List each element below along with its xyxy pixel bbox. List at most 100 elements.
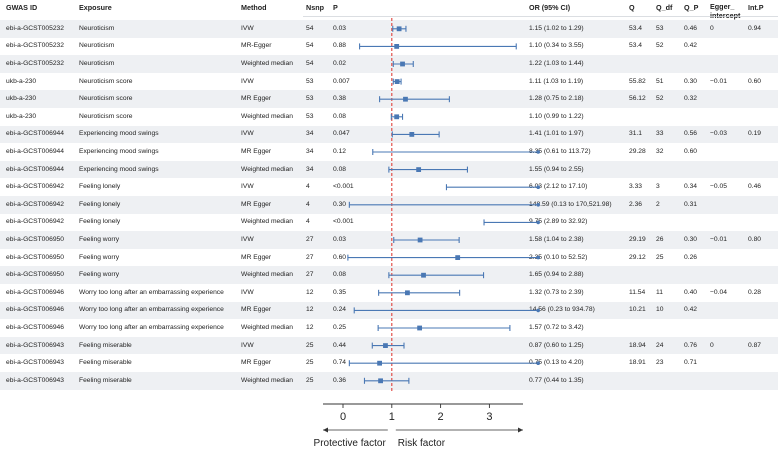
cell-exposure: Experiencing mood swings (79, 148, 159, 155)
cell-q: 10.21 (629, 306, 646, 314)
forest-row-marks (378, 289, 461, 296)
cell-exposure: Worry too long after an embarrassing exp… (79, 306, 224, 314)
cell-q-df: 26 (656, 236, 664, 243)
cell-nsnp: 25 (306, 376, 314, 384)
x-label-protective: Protective factor (314, 438, 387, 449)
cell-nsnp: 34 (306, 148, 314, 155)
cell-nsnp: 53 (306, 112, 314, 120)
x-tick-label: 1 (389, 411, 395, 423)
protective-arrow-head (323, 427, 328, 433)
forest-row-marks (359, 43, 517, 50)
forest-row-marks (347, 254, 540, 261)
cell-gwas-id: ukb-a-230 (6, 95, 37, 103)
cell-gwas-id: ebi-a-GCST006942 (6, 200, 64, 208)
cell-exposure: Neuroticism (79, 24, 115, 32)
row-stripe (0, 125, 778, 144)
cell-q-p: 0.34 (684, 183, 698, 191)
cell-q-p: 0.31 (684, 200, 698, 208)
cell-q: 11.54 (629, 288, 646, 296)
cell-q: 29.28 (629, 148, 646, 155)
cell-exposure: Feeling miserable (79, 376, 132, 384)
x-tick-label: 2 (438, 411, 444, 423)
cell-p: 0.30 (333, 200, 347, 208)
cell-gwas-id: ebi-a-GCST006950 (6, 236, 64, 243)
cell-egger-intercept: −0.01 (710, 236, 727, 243)
point-estimate (403, 96, 408, 102)
forest-row-marks (393, 237, 460, 243)
forest-row-marks (353, 307, 540, 314)
forest-row-marks (372, 149, 540, 155)
x-tick-label: 0 (340, 411, 346, 423)
cell-q-p: 0.42 (684, 306, 698, 314)
cell-q-df: 51 (656, 77, 664, 85)
forest-row-marks (392, 61, 414, 67)
cell-q-df: 53 (656, 24, 664, 32)
cell-nsnp: 27 (306, 236, 314, 243)
ci-clipped-marker (536, 361, 540, 366)
cell-exposure: Feeling lonely (79, 183, 121, 191)
cell-exposure: Feeling lonely (79, 218, 121, 226)
forest-row-marks (371, 342, 405, 349)
cell-q-df: 11 (656, 288, 663, 296)
cell-exposure: Feeling lonely (79, 200, 121, 208)
cell-q-df: 52 (656, 42, 664, 50)
cell-int-p: 0.46 (748, 183, 762, 191)
cell-method: MR Egger (241, 200, 272, 208)
cell-p: 0.007 (333, 77, 350, 85)
cell-or: 1.65 (0.94 to 2.88) (529, 271, 584, 279)
point-estimate (383, 343, 388, 348)
cell-p: 0.88 (333, 42, 347, 50)
cell-nsnp: 12 (306, 324, 314, 331)
ci-clipped-marker (536, 308, 540, 313)
cell-method: IVW (241, 236, 254, 243)
cell-or: 0.75 (0.13 to 4.20) (529, 359, 584, 367)
cell-q: 2.36 (629, 200, 643, 208)
point-estimate (394, 44, 400, 49)
header-method: Method (241, 3, 267, 12)
cell-p: 0.60 (333, 253, 347, 261)
cell-p: 0.44 (333, 341, 347, 349)
cell-or: 1.58 (1.04 to 2.38) (529, 236, 584, 243)
cell-method: Weighted median (241, 60, 293, 67)
cell-p: 0.24 (333, 306, 347, 314)
cell-method: MR Egger (241, 95, 272, 103)
ci-clipped-marker (536, 255, 540, 260)
cell-nsnp: 4 (306, 200, 310, 208)
cell-nsnp: 54 (306, 60, 314, 67)
cell-q-p: 0.60 (684, 148, 698, 155)
cell-method: IVW (241, 183, 254, 191)
point-estimate (417, 325, 423, 331)
header-int-p: Int.P (748, 3, 764, 12)
cell-or: 0.77 (0.44 to 1.35) (529, 376, 584, 384)
cell-or: 1.22 (1.03 to 1.44) (529, 60, 584, 67)
cell-method: MR Egger (241, 359, 272, 367)
cell-q-df: 2 (656, 200, 660, 208)
ci-clipped-marker (536, 203, 540, 207)
point-estimate (394, 114, 400, 120)
cell-int-p: 0.94 (748, 24, 762, 32)
cell-gwas-id: ebi-a-GCST005232 (6, 60, 64, 67)
point-estimate (394, 79, 400, 84)
ci-clipped-marker (536, 185, 540, 189)
forest-row-marks (348, 360, 540, 367)
forest-row-marks (392, 78, 402, 85)
x-axis: 0 1 2 3 (323, 403, 523, 433)
cell-nsnp: 27 (306, 253, 314, 261)
cell-gwas-id: ebi-a-GCST005232 (6, 42, 64, 50)
cell-q: 53.4 (629, 42, 643, 50)
cell-nsnp: 34 (306, 130, 314, 138)
cell-p: 0.08 (333, 165, 347, 173)
cell-q-df: 33 (656, 130, 664, 138)
cell-p: 0.08 (333, 271, 347, 279)
cell-nsnp: 27 (306, 271, 314, 279)
row-stripe (0, 231, 778, 249)
cell-exposure: Experiencing mood swings (79, 130, 159, 138)
cell-or: 1.15 (1.02 to 1.29) (529, 24, 584, 32)
forest-row-marks (379, 96, 450, 103)
cell-or: 1.32 (0.73 to 2.39) (529, 288, 584, 296)
forest-row-marks (445, 184, 540, 191)
cell-p: <0.001 (333, 218, 354, 226)
cell-int-p: 0.80 (748, 236, 762, 243)
